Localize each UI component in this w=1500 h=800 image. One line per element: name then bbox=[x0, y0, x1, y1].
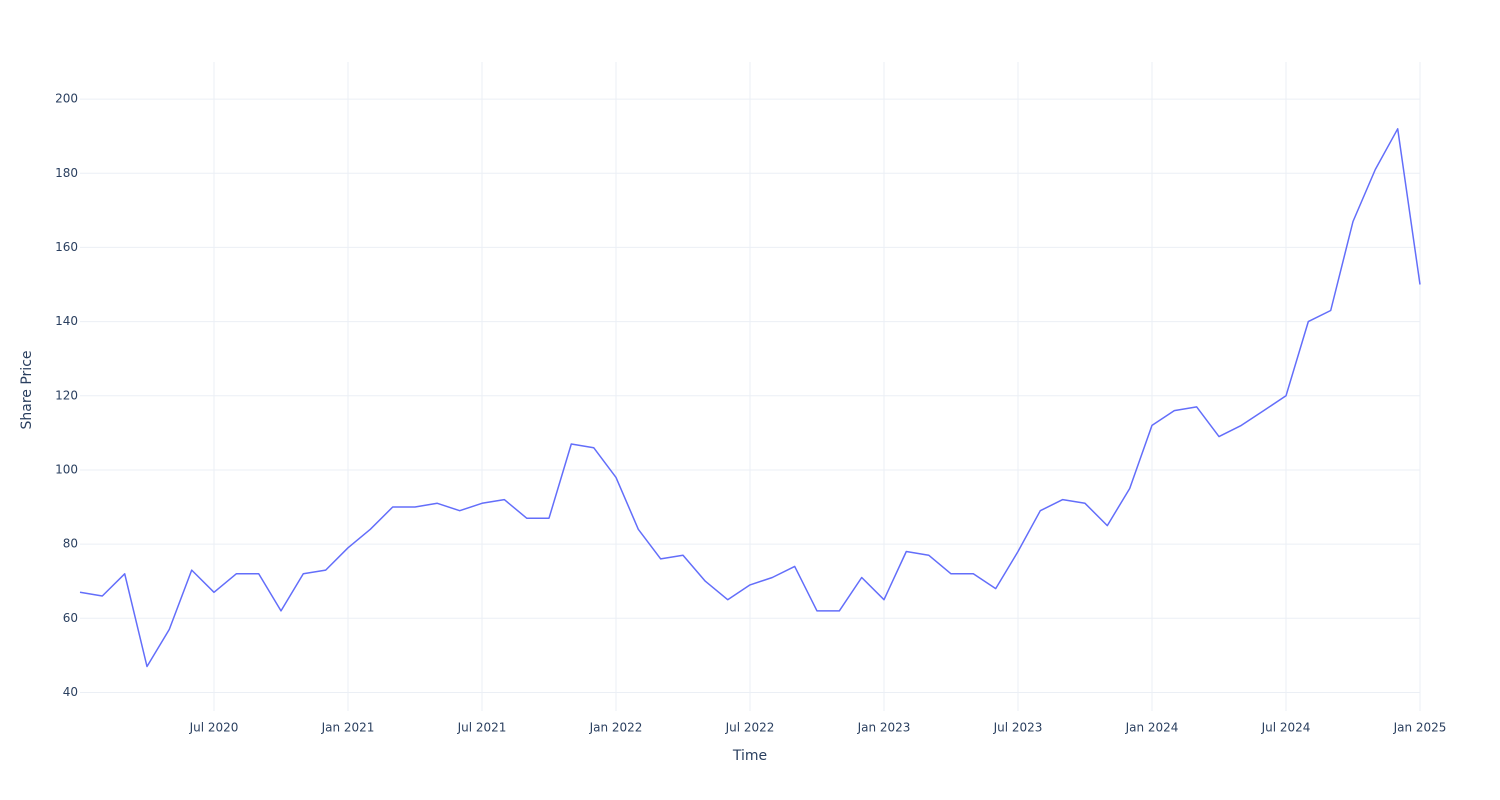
x-tick-label: Jul 2023 bbox=[993, 721, 1043, 735]
y-tick-label: 160 bbox=[55, 240, 78, 254]
x-tick-label: Jan 2022 bbox=[589, 721, 643, 735]
x-tick-label: Jul 2022 bbox=[725, 721, 775, 735]
x-tick-label: Jul 2024 bbox=[1261, 721, 1311, 735]
y-tick-label: 140 bbox=[55, 314, 78, 328]
y-axis-label: Share Price bbox=[19, 350, 35, 429]
x-tick-label: Jan 2024 bbox=[1125, 721, 1179, 735]
x-tick-label: Jul 2020 bbox=[189, 721, 239, 735]
y-tick-label: 200 bbox=[55, 92, 78, 106]
y-tick-label: 100 bbox=[55, 462, 78, 476]
x-tick-label: Jan 2023 bbox=[857, 721, 911, 735]
y-tick-label: 60 bbox=[63, 611, 78, 625]
price-line bbox=[79, 128, 1421, 668]
y-tick-label: 120 bbox=[55, 388, 78, 402]
y-tick-label: 80 bbox=[63, 537, 78, 551]
x-axis-label: Time bbox=[732, 748, 767, 764]
x-tick-label: Jan 2021 bbox=[321, 721, 375, 735]
x-tick-label: Jul 2021 bbox=[457, 721, 507, 735]
y-tick-label: 40 bbox=[63, 685, 78, 699]
y-tick-label: 180 bbox=[55, 166, 78, 180]
x-tick-label: Jan 2025 bbox=[1393, 721, 1447, 735]
